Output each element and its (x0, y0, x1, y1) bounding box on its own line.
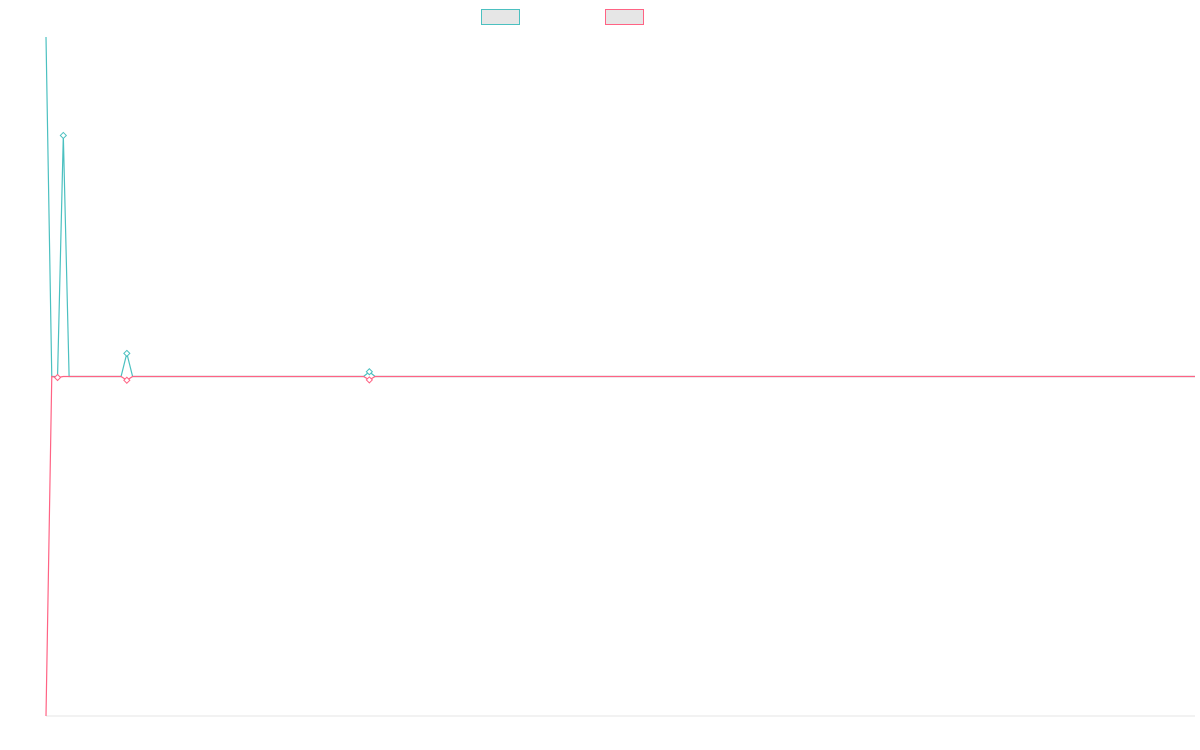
legend (0, 9, 1200, 27)
series-1-point[interactable] (59, 131, 68, 140)
series-2-point[interactable] (365, 376, 374, 384)
legend-swatch-series-2[interactable] (605, 9, 644, 25)
series-1-point[interactable] (123, 349, 131, 358)
series-2-point[interactable] (123, 376, 131, 384)
series-layer (45, 36, 1195, 717)
series-2-point[interactable] (53, 373, 62, 382)
legend-swatch-series-1[interactable] (481, 9, 520, 25)
series-1-line (45, 36, 1195, 378)
series-1-point[interactable] (365, 368, 374, 376)
series-2-line (45, 375, 1195, 717)
